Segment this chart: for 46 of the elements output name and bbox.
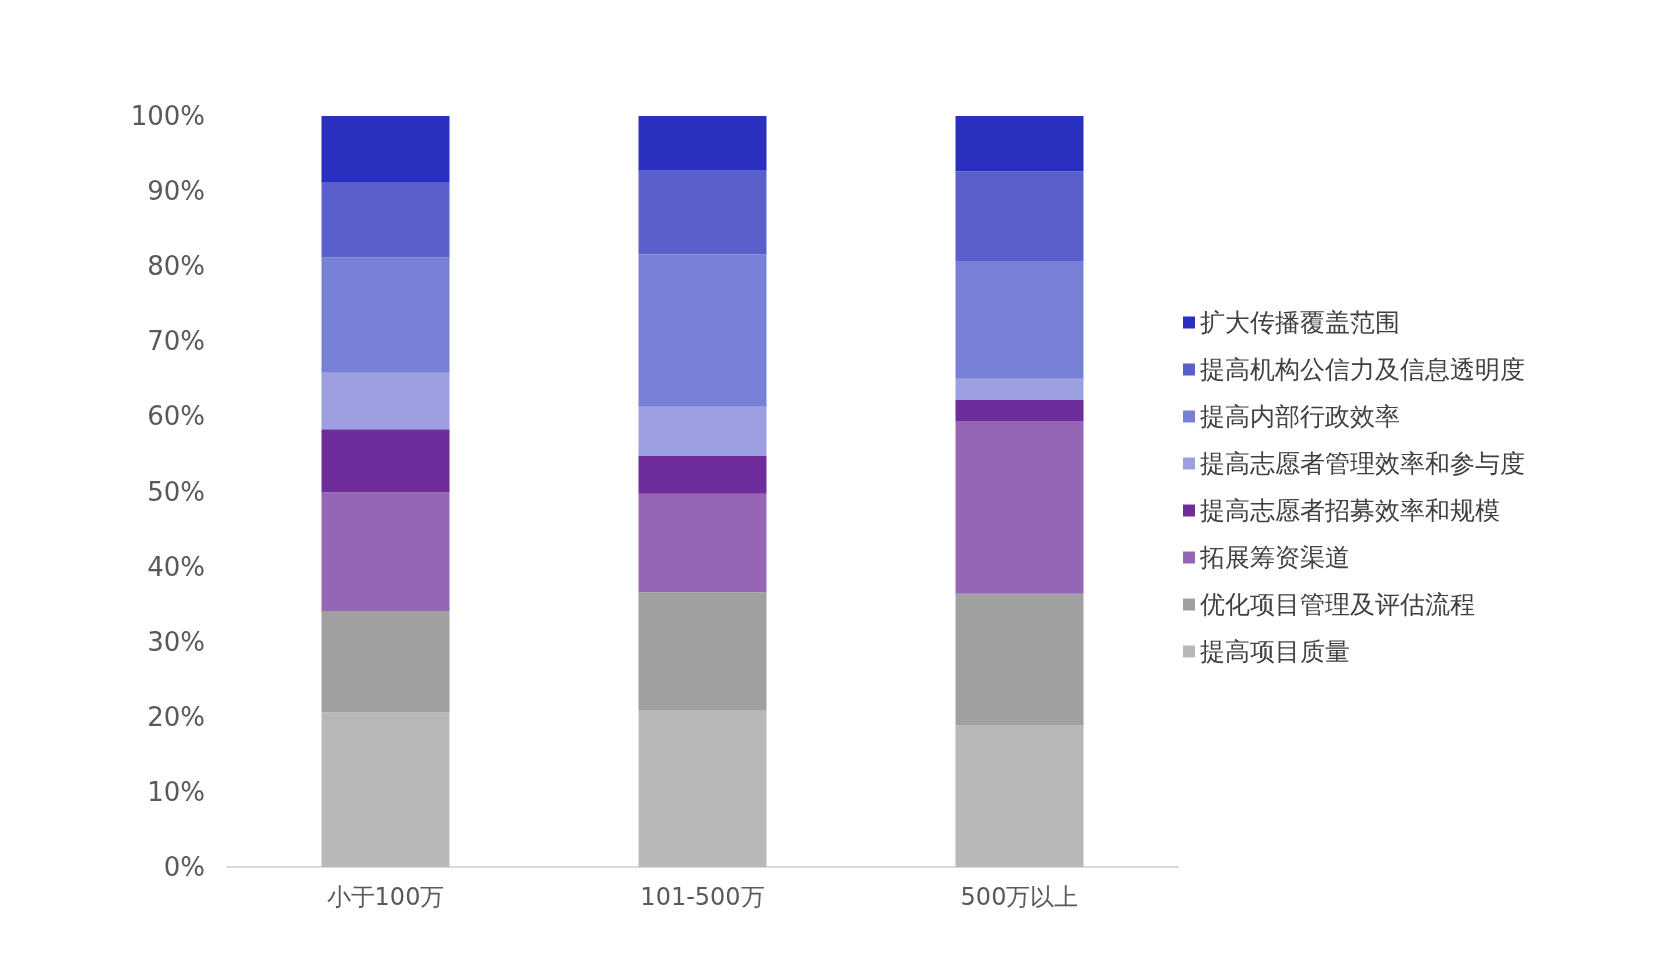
legend-label: 扩大传播覆盖范围 xyxy=(1200,308,1400,337)
bar xyxy=(638,455,767,494)
bar xyxy=(955,378,1084,400)
bar xyxy=(638,254,767,407)
bar xyxy=(321,492,450,611)
bar xyxy=(321,257,450,373)
bar xyxy=(955,399,1084,421)
bar xyxy=(955,260,1084,379)
bar xyxy=(321,372,450,430)
bar xyxy=(955,593,1084,726)
y-tick-label: 90% xyxy=(147,176,205,207)
bar xyxy=(321,712,450,867)
legend-label: 提高志愿者管理效率和参与度 xyxy=(1200,449,1525,478)
bar xyxy=(638,592,767,711)
bar xyxy=(321,116,450,183)
x-tick-label: 500万以上 xyxy=(960,883,1079,911)
y-tick-label: 40% xyxy=(147,551,205,582)
bar xyxy=(321,182,450,258)
bar xyxy=(638,710,767,867)
bar xyxy=(638,493,767,593)
legend-label: 优化项目管理及评估流程 xyxy=(1200,590,1475,619)
x-tick-label: 小于100万 xyxy=(326,883,445,911)
y-tick-label: 30% xyxy=(147,626,205,657)
legend-label: 拓展筹资渠道 xyxy=(1199,543,1350,572)
x-tick-label: 101-500万 xyxy=(640,883,765,911)
bar xyxy=(955,171,1084,261)
bar xyxy=(638,116,767,171)
y-tick-label: 50% xyxy=(147,476,205,507)
y-tick-label: 10% xyxy=(147,776,205,807)
legend-label: 提高机构公信力及信息透明度 xyxy=(1200,355,1525,384)
bar xyxy=(638,170,767,255)
legend-label: 提高项目质量 xyxy=(1200,637,1350,666)
legend-label: 提高内部行政效率 xyxy=(1200,402,1400,431)
y-tick-label: 80% xyxy=(147,251,205,282)
legend-label: 提高志愿者招募效率和规模 xyxy=(1200,496,1500,525)
bar xyxy=(955,725,1084,867)
y-tick-label: 20% xyxy=(147,701,205,732)
y-tick-label: 60% xyxy=(147,401,205,432)
bar xyxy=(638,406,767,456)
bar xyxy=(955,420,1084,594)
bar xyxy=(955,116,1084,172)
y-tick-label: 100% xyxy=(130,101,205,131)
bar xyxy=(321,610,450,713)
y-tick-label: 0% xyxy=(163,852,205,882)
bar xyxy=(321,429,450,493)
y-tick-label: 70% xyxy=(147,326,205,357)
